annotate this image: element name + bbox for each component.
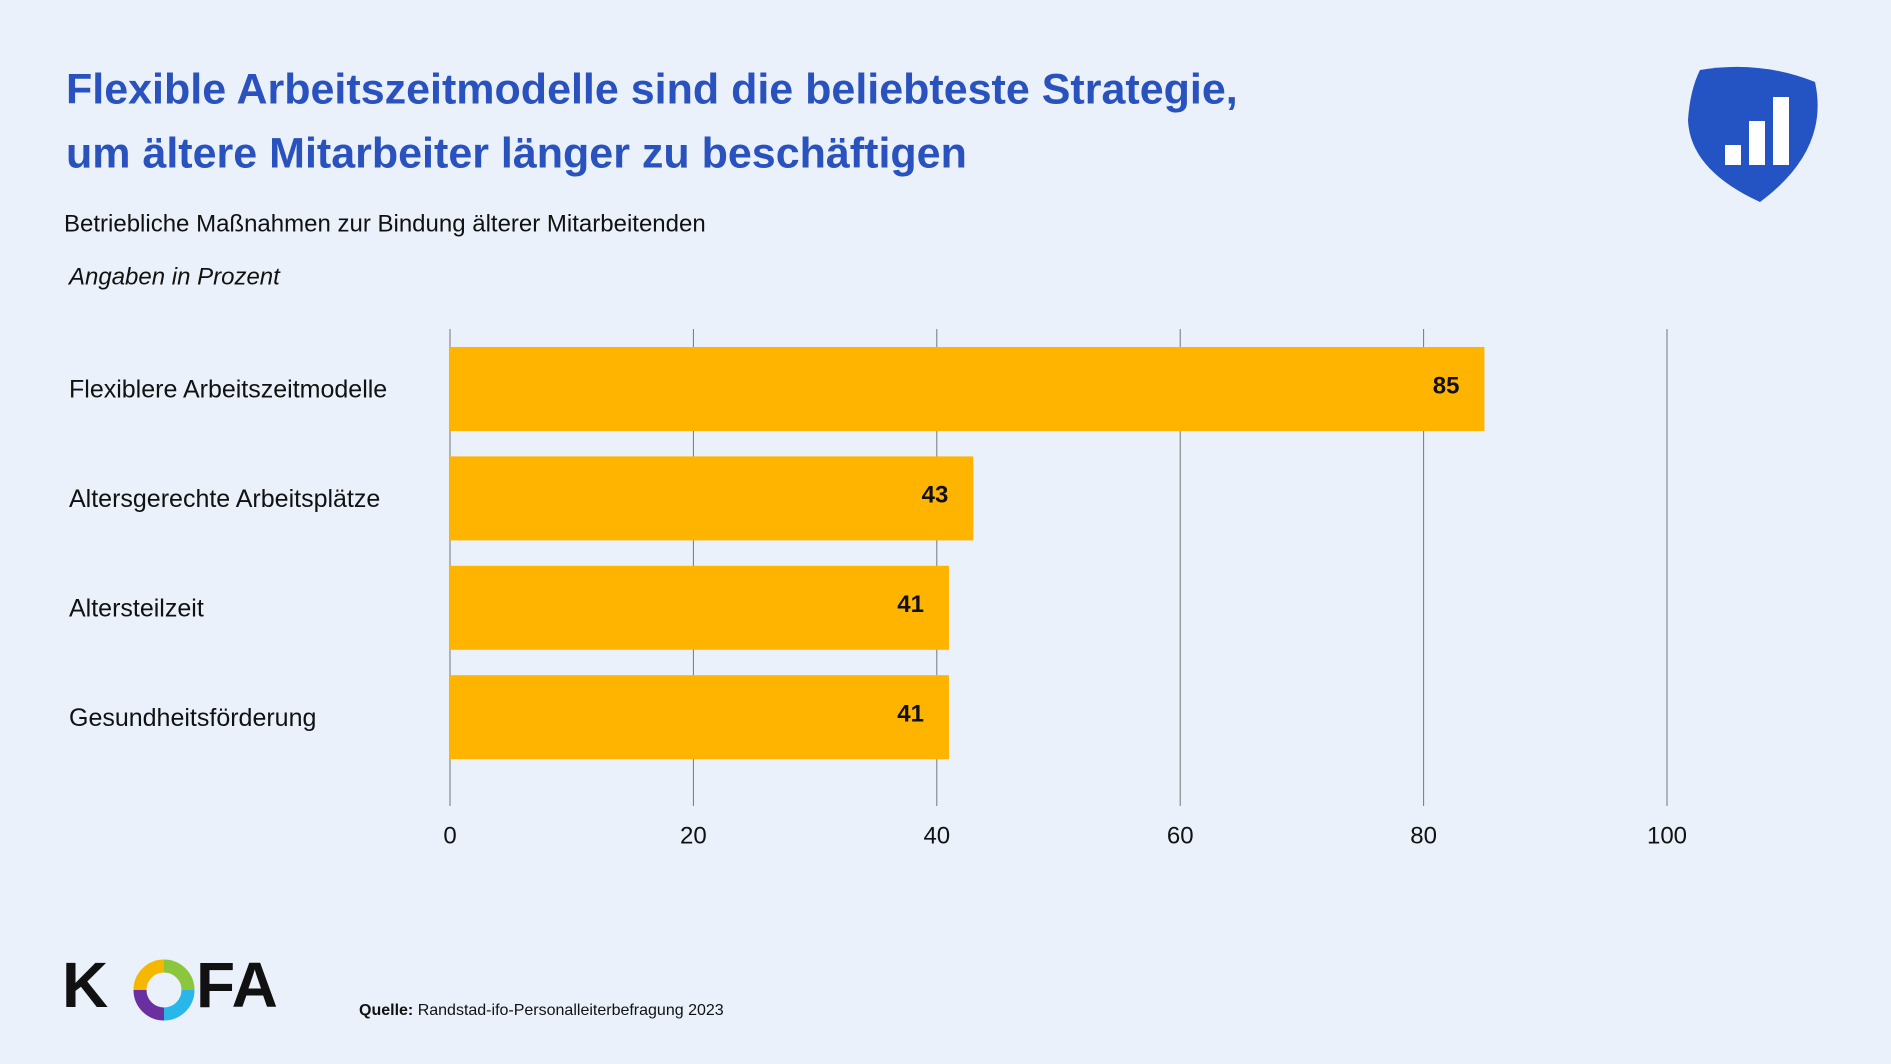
source: Quelle: Randstad-ifo-Personalleiterbefra… <box>359 1002 724 1019</box>
x-tick-label: 20 <box>680 822 707 849</box>
bar <box>450 347 1485 431</box>
value-label: 85 <box>1433 372 1460 399</box>
chart-title: Flexible Arbeitszeitmodelle sind die bel… <box>66 65 1238 113</box>
x-tick-label: 40 <box>923 822 950 849</box>
logo-text: FA <box>196 949 278 1021</box>
bar <box>450 675 949 760</box>
value-label: 43 <box>922 482 949 509</box>
unit-note: Angaben in Prozent <box>67 263 281 290</box>
source-label: Quelle: <box>359 1002 413 1019</box>
value-label: 41 <box>897 591 924 618</box>
x-tick-label: 60 <box>1167 822 1194 849</box>
y-tick-label: Altersteilzeit <box>69 594 204 622</box>
bar <box>450 565 949 650</box>
brand-icon <box>1688 66 1818 202</box>
y-tick-label: Gesundheitsförderung <box>69 704 316 732</box>
value-label: 41 <box>897 701 924 728</box>
y-tick-label: Flexiblere Arbeitszeitmodelle <box>69 376 387 404</box>
chart-title: um ältere Mitarbeiter länger zu beschäft… <box>66 129 967 177</box>
subtitle: Betriebliche Maßnahmen zur Bindung älter… <box>64 210 706 237</box>
kofa-logo: K FA <box>62 949 278 1021</box>
x-tick-label: 100 <box>1647 822 1687 849</box>
source-text: Randstad-ifo-Personalleiterbefragung 202… <box>418 1002 724 1019</box>
logo-text: K <box>62 949 108 1021</box>
x-tick-label: 80 <box>1410 822 1437 849</box>
x-tick-label: 0 <box>443 822 456 849</box>
bar <box>450 456 974 541</box>
y-tick-label: Altersgerechte Arbeitsplätze <box>69 485 380 513</box>
